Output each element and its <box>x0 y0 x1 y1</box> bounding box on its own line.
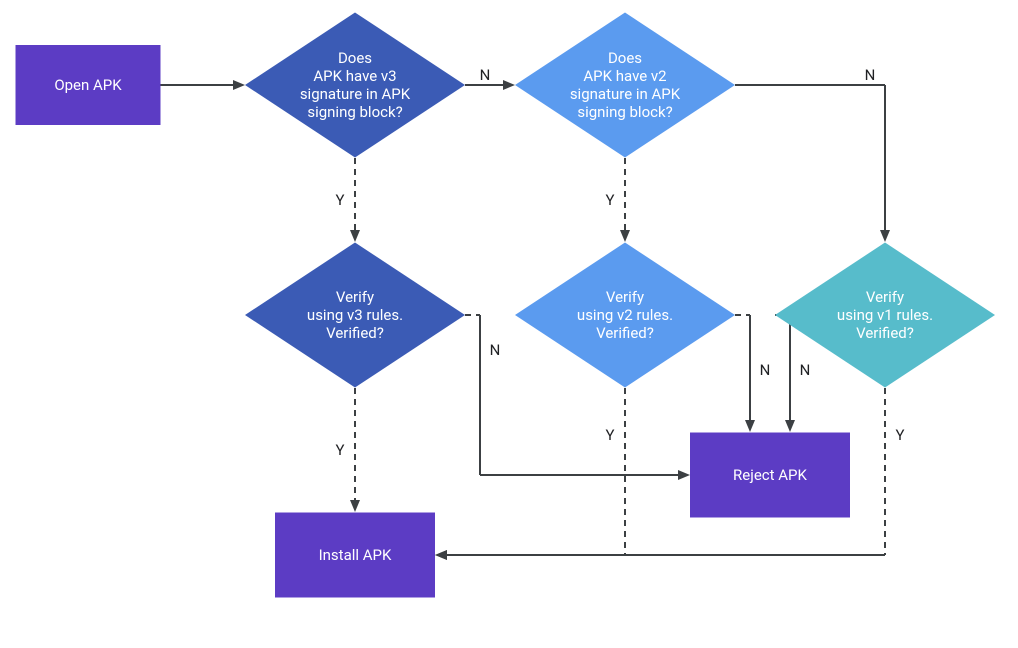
node-v1v-line2: Verified? <box>856 324 914 342</box>
edge-label-v2q-v2v: Y <box>605 191 614 209</box>
node-install-line0: Install APK <box>319 546 392 564</box>
node-v3q-line3: signing block? <box>307 103 402 121</box>
node-v3q-line1: APK have v3 <box>313 67 396 85</box>
node-open-line0: Open APK <box>54 76 122 94</box>
edge-label-v2v-install: Y <box>605 426 614 444</box>
edge-label-v3v-reject: N <box>490 341 501 359</box>
node-install: Install APK <box>275 513 435 598</box>
node-v2q-line2: signature in APK <box>570 85 681 103</box>
node-reject: Reject APK <box>690 433 850 518</box>
node-v3v: Verifyusing v3 rules.Verified? <box>245 243 465 388</box>
node-v3v-line1: using v3 rules. <box>307 306 403 324</box>
flowchart-canvas: NNYYYNYNNYOpen APKDoesAPK have v3signatu… <box>0 0 1018 648</box>
node-v3v-line2: Verified? <box>326 324 384 342</box>
node-v3v-line0: Verify <box>336 288 374 306</box>
node-v3q-line2: signature in APK <box>300 85 411 103</box>
node-v2v-line0: Verify <box>606 288 644 306</box>
node-open: Open APK <box>16 45 161 125</box>
edge-label-v1v-reject: N <box>800 361 811 379</box>
node-v2q-line3: signing block? <box>577 103 672 121</box>
edge-label-v3q-v3v: Y <box>335 191 344 209</box>
node-v2q-line0: Does <box>608 49 642 67</box>
node-v3q: DoesAPK have v3signature in APKsigning b… <box>245 13 465 158</box>
edge-label-v1v-install: Y <box>895 426 904 444</box>
edge-label-v3v-install: Y <box>335 441 344 459</box>
node-v2v-line1: using v2 rules. <box>577 306 673 324</box>
edge-label-v3q-v2q: N <box>480 66 491 84</box>
node-v2v: Verifyusing v2 rules.Verified? <box>515 243 735 388</box>
edge-label-v2q-v1v: N <box>865 66 876 84</box>
node-v3q-line0: Does <box>338 49 372 67</box>
node-v2q: DoesAPK have v2signature in APKsigning b… <box>515 13 735 158</box>
node-v2q-line1: APK have v2 <box>583 67 666 85</box>
node-v1v-line1: using v1 rules. <box>837 306 933 324</box>
node-v1v-line0: Verify <box>866 288 904 306</box>
node-v2v-line2: Verified? <box>596 324 654 342</box>
edge-label-v2v-reject: N <box>760 361 771 379</box>
node-reject-line0: Reject APK <box>733 466 807 484</box>
